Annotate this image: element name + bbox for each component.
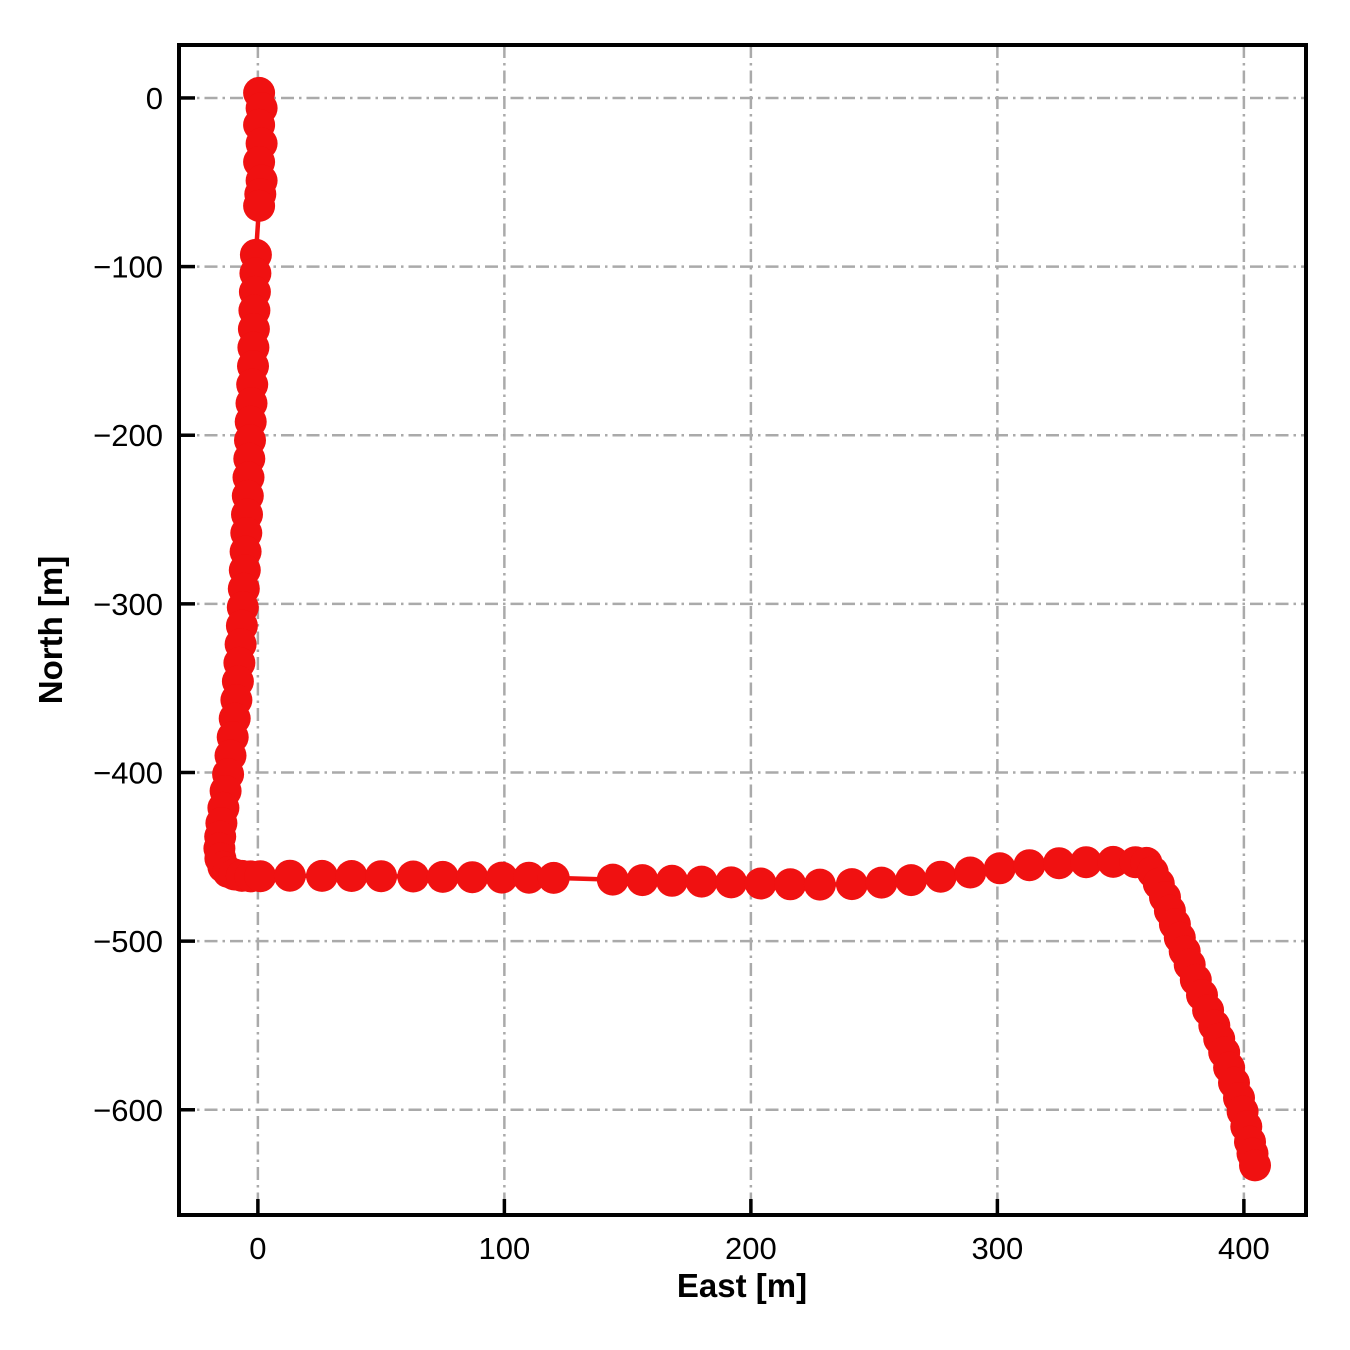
trajectory-marker [243,189,276,222]
trajectory-marker [537,861,570,894]
trajectory-marker [895,864,928,897]
trajectory-marker [1013,849,1046,882]
y-tick-label: 0 [146,81,163,116]
trajectory-marker [456,861,489,894]
trajectory-marker [513,861,545,894]
trajectory-marker [1097,845,1130,878]
trajectory-marker [983,852,1016,885]
plot-render-root: 0 100 200 300 400 0 −100 −200 −300 −400 −500 −600 [93,43,1308,1266]
x-tick-label: 200 [725,1231,777,1266]
x-tick-label: 400 [1218,1231,1270,1266]
x-tick-label: 300 [972,1231,1024,1266]
x-tick-label: 100 [479,1231,531,1266]
y-tick-label: −100 [93,250,163,285]
trajectory-marker [1070,846,1103,879]
x-axis-label: East [m] [677,1267,807,1304]
trajectory-marker [803,868,836,901]
trajectory-marker [685,865,718,898]
trajectory-marker [924,860,957,893]
trajectory-marker [397,860,430,893]
trajectory-marker [744,867,777,900]
y-tick-label: −500 [93,924,163,959]
x-tick-label: 0 [249,1231,266,1266]
trajectory-marker [835,868,868,901]
trajectory-marker [244,860,277,893]
trajectory-marker [596,863,629,896]
trajectory-marker [306,859,338,892]
y-tick-label: −200 [93,418,163,453]
trajectory-marker [365,860,398,893]
y-tick-label: −400 [93,755,163,790]
trajectory-marker [715,866,748,899]
trajectory-marker [774,868,807,901]
trajectory-marker [426,860,459,893]
trajectory-marker [335,860,368,892]
y-tick-label: −600 [93,1093,163,1128]
trajectory-marker [626,864,659,897]
y-tick-label: −300 [93,587,163,622]
y-axis-label: North [m] [32,556,69,704]
trajectory-marker [1239,1149,1271,1182]
trajectory-marker [273,859,306,892]
trajectory-marker [485,861,518,894]
trajectory-marker [954,856,987,889]
trajectory-marker [1043,847,1075,880]
axes-box [177,43,1308,1217]
trajectory-marker [656,864,688,897]
trajectory-line [217,92,1258,1166]
trajectory-marker [865,866,898,899]
